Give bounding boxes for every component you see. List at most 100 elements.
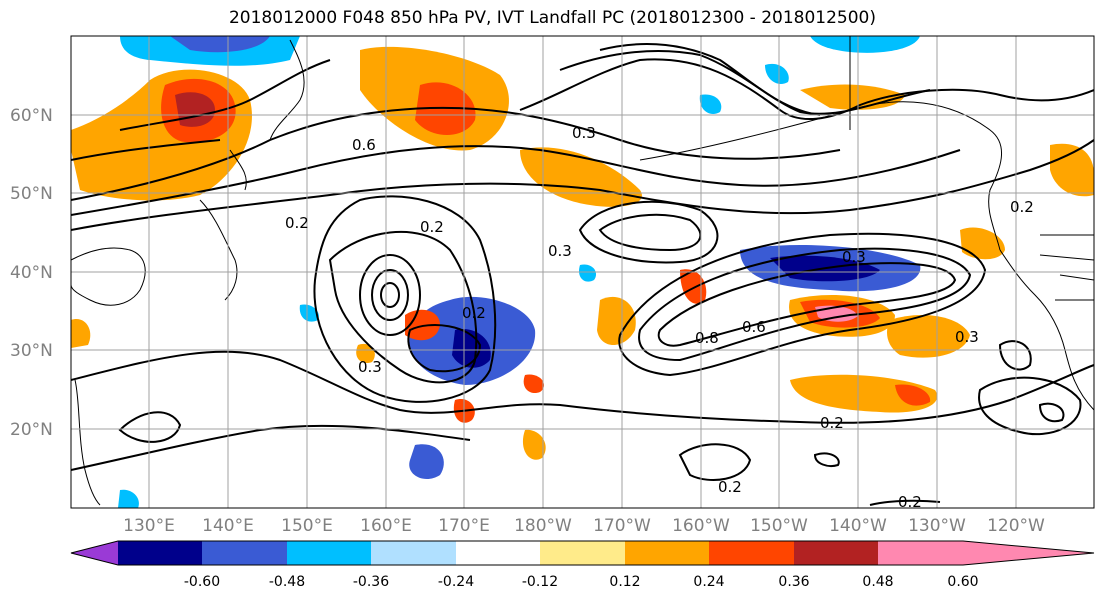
latitude-axis: 60°N 50°N 40°N 30°N 20°N (10, 106, 53, 440)
positive-anomaly-region (895, 384, 931, 406)
pv-contour (598, 213, 702, 252)
lon-label: 160°E (360, 516, 412, 536)
lon-label: 160°W (672, 516, 730, 536)
colorbar-tick-label: -0.24 (438, 574, 474, 590)
lat-label: 20°N (10, 420, 53, 440)
pv-contour (359, 254, 421, 336)
lat-label: 30°N (10, 341, 53, 361)
positive-anomaly-region (960, 227, 1005, 260)
contour-label: 0.6 (352, 136, 376, 154)
colorbar-tick-label: 0.24 (693, 574, 724, 590)
colorbar-tick-label: 0.12 (609, 574, 640, 590)
pv-contour (519, 58, 1094, 121)
contour-label: 0.3 (548, 242, 572, 260)
colorbar-tick-label: 0.48 (862, 574, 893, 590)
contour-label: 0.8 (695, 329, 719, 347)
contour-labels: 0.3 0.2 0.2 0.3 0.3 0.2 0.2 0.2 0.2 0.6 … (285, 124, 1034, 511)
contour-label: 0.6 (742, 318, 766, 336)
lat-label: 60°N (10, 106, 53, 126)
pv-contour (638, 247, 972, 362)
positive-anomaly-region (71, 319, 91, 348)
coastline (71, 247, 146, 306)
positive-anomaly-region (1050, 143, 1094, 197)
contour-label: 0.3 (358, 358, 382, 376)
lon-label: 140°E (202, 516, 254, 536)
pv-contour (71, 139, 1094, 231)
positive-anomaly-region (790, 374, 938, 413)
colorbar-extend-min (71, 541, 118, 565)
pv-contour (578, 200, 719, 264)
lon-label: 170°W (593, 516, 651, 536)
contour-label: 0.2 (285, 214, 309, 232)
map-frame (70, 35, 1095, 509)
lat-label: 50°N (10, 184, 53, 204)
colorbar-segment (287, 541, 371, 565)
contour-label: 0.3 (842, 248, 866, 266)
colorbar-tick-label: 0.60 (947, 574, 978, 590)
coastline (199, 199, 238, 301)
lon-label: 150°E (281, 516, 333, 536)
colorbar-tick-label: -0.12 (522, 574, 558, 590)
colorbar-outline (70, 540, 1095, 566)
coastline (639, 101, 1003, 251)
pv-contour (618, 232, 987, 377)
colorbar: -0.60 -0.48 -0.36 -0.24 -0.12 0.12 0.24 … (70, 540, 1095, 590)
negative-anomaly-region (118, 489, 139, 508)
pv-contour (678, 443, 752, 481)
lon-label: 140°W (829, 516, 887, 536)
pv-contour (71, 139, 221, 161)
colorbar-tick-label: -0.36 (353, 574, 389, 590)
pv-contour (998, 340, 1032, 371)
longitude-axis: 130°E 140°E 150°E 160°E 170°E 180°W 170°… (123, 516, 1045, 536)
pv-contour-layer (71, 43, 1094, 506)
colorbar-extend-max (963, 541, 1094, 565)
positive-anomaly-region (597, 296, 636, 345)
lon-label: 130°E (123, 516, 175, 536)
negative-anomaly-region (452, 329, 491, 368)
negative-anomaly-region (765, 63, 789, 85)
pv-contour (407, 324, 482, 373)
contour-label: 0.3 (572, 124, 596, 142)
contour-label: 0.2 (420, 218, 444, 236)
coastline (74, 379, 101, 506)
positive-anomaly-region (523, 374, 545, 394)
colorbar-segment (709, 541, 794, 565)
pv-contour (380, 282, 400, 308)
coastline (1039, 234, 1094, 301)
contour-label: 0.2 (898, 493, 922, 511)
contour-label: 0.2 (462, 304, 486, 322)
pv-contour (71, 350, 1094, 424)
colorbar-segment (118, 541, 202, 565)
lon-label: 150°W (750, 516, 808, 536)
gridlines (71, 36, 1094, 508)
lon-label: 120°W (987, 516, 1045, 536)
negative-anomaly-region (579, 264, 597, 282)
negative-anomaly-region (299, 304, 319, 322)
contour-label: 0.2 (1010, 198, 1034, 216)
positive-anomaly-region (887, 315, 970, 358)
pv-contour (869, 499, 941, 506)
negative-anomaly-region (409, 444, 444, 480)
colorbar-segment (540, 541, 625, 565)
colorbar-segment (878, 541, 963, 565)
pv-contour (371, 269, 409, 321)
coastline (269, 39, 305, 141)
lat-label: 40°N (10, 263, 53, 283)
contour-label: 0.2 (820, 414, 844, 432)
pv-contour (313, 195, 497, 403)
pv-contour (657, 262, 957, 347)
coastline (999, 249, 1094, 411)
positive-anomaly-region (522, 429, 546, 460)
pv-contour (599, 43, 821, 116)
colorbar-segment (625, 541, 709, 565)
pv-contour (978, 376, 1082, 436)
pv-contour (118, 411, 182, 443)
map-title: 2018012000 F048 850 hPa PV, IVT Landfall… (228, 8, 876, 28)
lon-label: 130°W (908, 516, 966, 536)
colorbar-tick-label: -0.60 (184, 574, 220, 590)
negative-anomaly-region (810, 36, 920, 53)
negative-anomaly-region (170, 36, 270, 53)
colorbar-segment (202, 541, 287, 565)
lon-label: 170°E (438, 516, 490, 536)
colorbar-tick-label: -0.48 (269, 574, 305, 590)
